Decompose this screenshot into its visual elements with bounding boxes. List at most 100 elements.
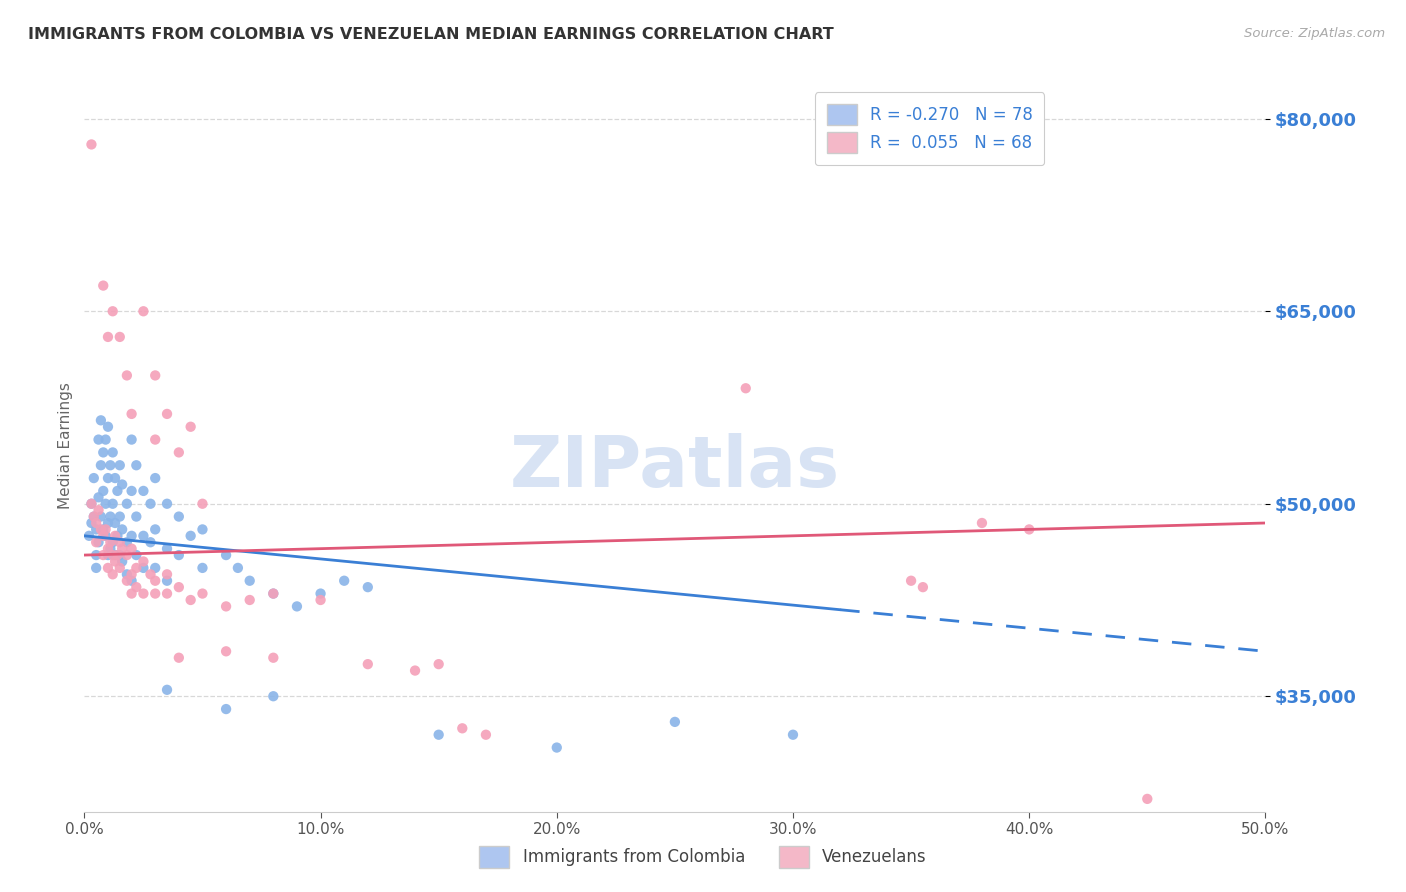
Point xyxy=(97,471,120,485)
Point xyxy=(104,516,127,530)
Point xyxy=(80,516,103,530)
Point xyxy=(80,137,103,152)
Point xyxy=(104,471,127,485)
Point xyxy=(97,561,120,575)
Point xyxy=(132,304,155,318)
Point xyxy=(125,580,148,594)
Point xyxy=(87,503,110,517)
Point xyxy=(125,561,148,575)
Point xyxy=(156,407,179,421)
Point xyxy=(98,541,121,556)
Point xyxy=(104,529,127,543)
Point xyxy=(734,381,756,395)
Point xyxy=(121,541,143,556)
Point xyxy=(309,586,332,600)
Point xyxy=(83,509,105,524)
Point xyxy=(91,523,114,537)
Point xyxy=(84,561,107,575)
Point xyxy=(111,554,134,568)
Point xyxy=(191,561,214,575)
Point xyxy=(125,509,148,524)
Point xyxy=(262,690,284,704)
Legend: R = -0.270   N = 78, R =  0.055   N = 68: R = -0.270 N = 78, R = 0.055 N = 68 xyxy=(815,92,1045,165)
Point xyxy=(94,497,117,511)
Point xyxy=(97,548,120,562)
Text: Source: ZipAtlas.com: Source: ZipAtlas.com xyxy=(1244,27,1385,40)
Point xyxy=(84,535,107,549)
Point xyxy=(191,586,214,600)
Point xyxy=(94,529,117,543)
Point xyxy=(156,541,179,556)
Point xyxy=(215,702,238,716)
Point xyxy=(83,471,105,485)
Point xyxy=(427,657,450,672)
Point xyxy=(90,509,112,524)
Point xyxy=(132,586,155,600)
Point xyxy=(97,516,120,530)
Legend: Immigrants from Colombia, Venezuelans: Immigrants from Colombia, Venezuelans xyxy=(468,834,938,880)
Y-axis label: Median Earnings: Median Earnings xyxy=(58,383,73,509)
Point xyxy=(451,721,474,735)
Point xyxy=(108,509,131,524)
Point xyxy=(98,535,121,549)
Point xyxy=(309,593,332,607)
Point xyxy=(357,580,380,594)
Point xyxy=(180,529,202,543)
Point xyxy=(167,548,190,562)
Point xyxy=(156,586,179,600)
Point xyxy=(111,523,134,537)
Point xyxy=(167,650,190,665)
Point xyxy=(97,419,120,434)
Point xyxy=(111,541,134,556)
Point xyxy=(115,574,138,588)
Point xyxy=(180,419,202,434)
Point xyxy=(132,554,155,568)
Point xyxy=(427,728,450,742)
Point xyxy=(108,561,131,575)
Point xyxy=(180,593,202,607)
Point xyxy=(285,599,308,614)
Point xyxy=(239,593,262,607)
Point xyxy=(101,304,124,318)
Point xyxy=(125,548,148,562)
Point xyxy=(98,509,121,524)
Point xyxy=(191,497,214,511)
Point xyxy=(132,529,155,543)
Point xyxy=(104,548,127,562)
Point xyxy=(83,509,105,524)
Point xyxy=(115,497,138,511)
Point xyxy=(546,740,568,755)
Point xyxy=(970,516,993,530)
Point xyxy=(1136,792,1159,806)
Point xyxy=(191,523,214,537)
Text: ZIPatlas: ZIPatlas xyxy=(510,434,839,502)
Point xyxy=(215,548,238,562)
Point xyxy=(475,728,498,742)
Point xyxy=(121,529,143,543)
Point xyxy=(90,413,112,427)
Point xyxy=(262,650,284,665)
Point xyxy=(1018,523,1040,537)
Point xyxy=(156,682,179,697)
Point xyxy=(94,523,117,537)
Point xyxy=(87,433,110,447)
Point xyxy=(97,541,120,556)
Point xyxy=(101,567,124,582)
Point xyxy=(262,586,284,600)
Point xyxy=(87,535,110,549)
Point xyxy=(262,586,284,600)
Point xyxy=(115,548,138,562)
Point xyxy=(115,368,138,383)
Point xyxy=(108,458,131,473)
Point xyxy=(94,433,117,447)
Point xyxy=(97,330,120,344)
Point xyxy=(139,567,162,582)
Point xyxy=(121,586,143,600)
Point xyxy=(156,567,179,582)
Point xyxy=(121,433,143,447)
Point xyxy=(143,433,166,447)
Point xyxy=(357,657,380,672)
Point xyxy=(108,548,131,562)
Point xyxy=(101,548,124,562)
Point xyxy=(91,445,114,459)
